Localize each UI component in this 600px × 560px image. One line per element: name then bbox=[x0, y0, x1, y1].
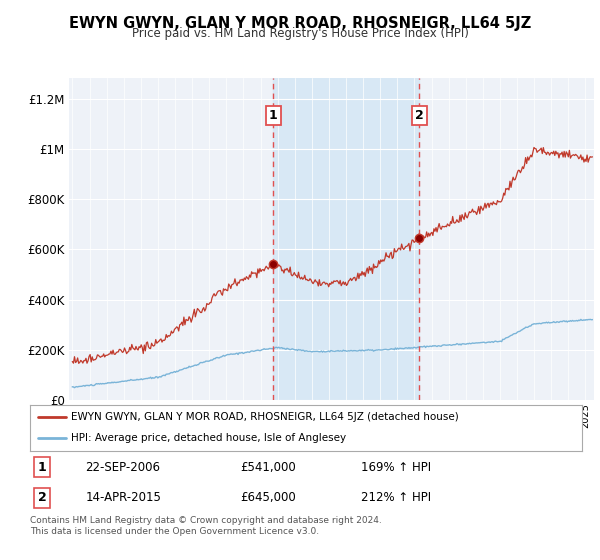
Text: Contains HM Land Registry data © Crown copyright and database right 2024.
This d: Contains HM Land Registry data © Crown c… bbox=[30, 516, 382, 536]
Text: HPI: Average price, detached house, Isle of Anglesey: HPI: Average price, detached house, Isle… bbox=[71, 433, 347, 444]
Text: EWYN GWYN, GLAN Y MOR ROAD, RHOSNEIGR, LL64 5JZ (detached house): EWYN GWYN, GLAN Y MOR ROAD, RHOSNEIGR, L… bbox=[71, 412, 459, 422]
Text: £645,000: £645,000 bbox=[240, 491, 296, 504]
Text: Price paid vs. HM Land Registry's House Price Index (HPI): Price paid vs. HM Land Registry's House … bbox=[131, 27, 469, 40]
Text: 14-APR-2015: 14-APR-2015 bbox=[85, 491, 161, 504]
Text: 1: 1 bbox=[269, 109, 277, 122]
Text: 22-SEP-2006: 22-SEP-2006 bbox=[85, 461, 160, 474]
Text: 212% ↑ HPI: 212% ↑ HPI bbox=[361, 491, 431, 504]
Text: £541,000: £541,000 bbox=[240, 461, 296, 474]
Text: 169% ↑ HPI: 169% ↑ HPI bbox=[361, 461, 431, 474]
Bar bbox=[273, 78, 419, 400]
Text: 2: 2 bbox=[38, 491, 47, 504]
Text: EWYN GWYN, GLAN Y MOR ROAD, RHOSNEIGR, LL64 5JZ: EWYN GWYN, GLAN Y MOR ROAD, RHOSNEIGR, L… bbox=[69, 16, 531, 31]
Text: 2: 2 bbox=[415, 109, 424, 122]
Text: 1: 1 bbox=[38, 461, 47, 474]
